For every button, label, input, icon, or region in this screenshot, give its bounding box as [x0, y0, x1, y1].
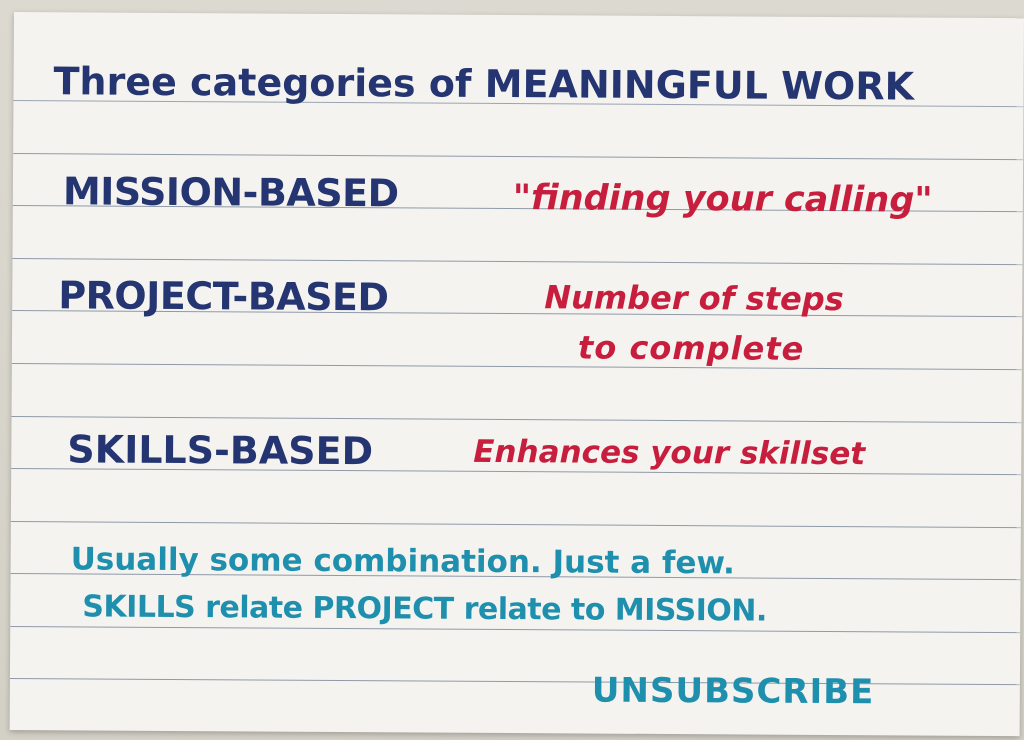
category-project-description-line2: to complete — [577, 328, 805, 368]
category-mission-name: MISSION-BASED — [62, 169, 399, 216]
ruled-line — [13, 152, 1024, 161]
ruled-line — [11, 415, 1022, 424]
card-title: Three categories of MEANINGFUL WORK — [53, 59, 915, 109]
ruled-line — [12, 257, 1023, 266]
note-line-2: SKILLS relate PROJECT relate to MISSION. — [82, 589, 767, 629]
category-mission-description: "finding your calling" — [512, 178, 933, 221]
ruled-line — [10, 520, 1021, 529]
category-project-description-line1: Number of steps — [544, 278, 844, 319]
category-skills-name: SKILLS-BASED — [67, 427, 374, 474]
index-card: Three categories of MEANINGFUL WORK MISS… — [9, 12, 1024, 737]
ruled-line — [11, 362, 1022, 371]
note-line-1: Usually some combination. Just a few. — [70, 541, 735, 582]
category-project-name: PROJECT-BASED — [58, 273, 389, 320]
category-skills-description: Enhances your skillset — [473, 433, 866, 473]
unsubscribe-text: UNSUBSCRIBE — [591, 670, 875, 713]
